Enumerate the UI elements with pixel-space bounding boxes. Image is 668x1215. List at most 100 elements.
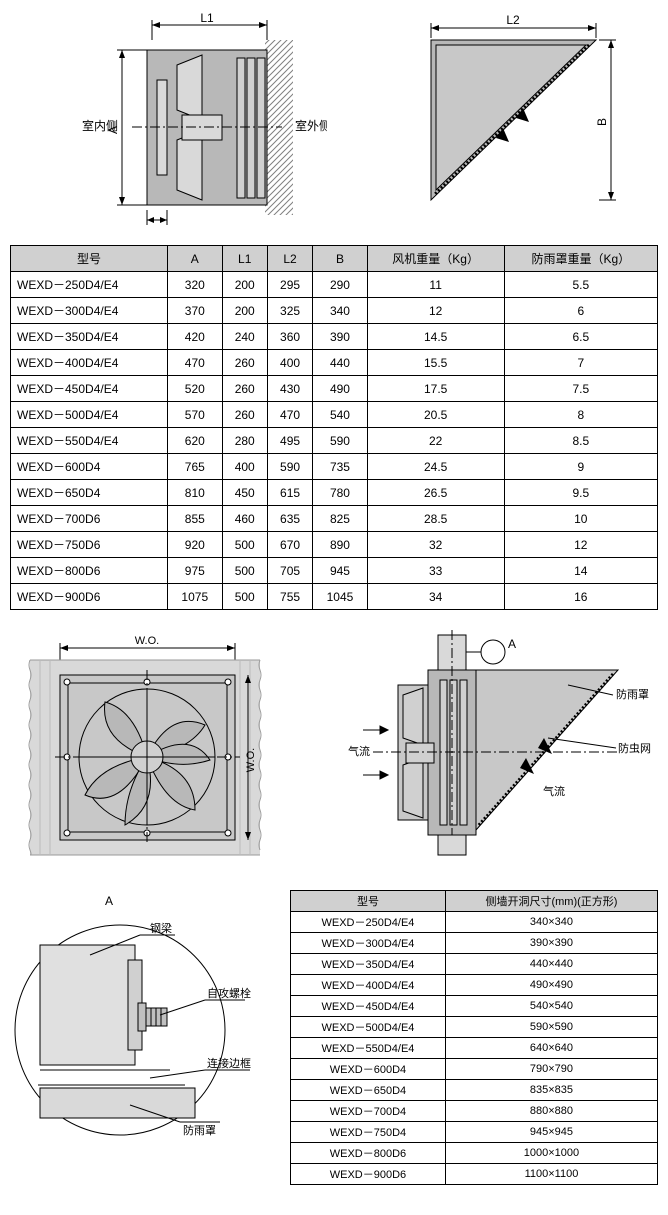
- t1-cell: 420: [168, 324, 223, 350]
- t2-cell: WEXD－700D4: [291, 1101, 446, 1122]
- t1-cell: 28.5: [367, 506, 504, 532]
- t1-cell: 32: [367, 532, 504, 558]
- t1-cell: WEXD－650D4: [11, 480, 168, 506]
- t1-cell: 500: [222, 584, 267, 610]
- t1-cell: 240: [222, 324, 267, 350]
- t1-header-cell: L1: [222, 246, 267, 272]
- t2-cell: 1000×1000: [445, 1143, 657, 1164]
- t1-cell: 200: [222, 272, 267, 298]
- t1-cell: 495: [267, 428, 312, 454]
- t1-cell: 390: [313, 324, 368, 350]
- t1-cell: 14.5: [367, 324, 504, 350]
- mid-diagrams: W.O.: [10, 630, 658, 870]
- t1-cell: 290: [313, 272, 368, 298]
- t1-cell: 590: [313, 428, 368, 454]
- t2-cell: 540×540: [445, 996, 657, 1017]
- t1-cell: WEXD－700D6: [11, 506, 168, 532]
- t2-row: WEXD－900D61100×1100: [291, 1164, 658, 1185]
- t1-cell: 26.5: [367, 480, 504, 506]
- t2-header-cell: 型号: [291, 891, 446, 912]
- t1-cell: 890: [313, 532, 368, 558]
- t1-cell: 24.5: [367, 454, 504, 480]
- t2-cell: WEXD－900D6: [291, 1164, 446, 1185]
- t2-cell: WEXD－500D4/E4: [291, 1017, 446, 1038]
- t1-cell: 855: [168, 506, 223, 532]
- t2-cell: 880×880: [445, 1101, 657, 1122]
- t2-cell: WEXD－400D4/E4: [291, 975, 446, 996]
- t2-cell: WEXD－600D4: [291, 1059, 446, 1080]
- t1-cell: 440: [313, 350, 368, 376]
- t1-cell: 735: [313, 454, 368, 480]
- t1-cell: 12: [367, 298, 504, 324]
- t1-cell: 260: [222, 402, 267, 428]
- label-selftap: 自攻螺栓: [207, 986, 251, 1000]
- t1-cell: 360: [267, 324, 312, 350]
- t1-cell: WEXD－900D6: [11, 584, 168, 610]
- t1-cell: 20.5: [367, 402, 504, 428]
- label-raincover: 防雨罩: [616, 687, 649, 701]
- t1-cell: 615: [267, 480, 312, 506]
- t1-cell: 490: [313, 376, 368, 402]
- t1-row: WEXD－750D69205006708903212: [11, 532, 658, 558]
- t2-row: WEXD－350D4/E4440×440: [291, 954, 658, 975]
- t1-cell: 12: [504, 532, 657, 558]
- t1-cell: 975: [168, 558, 223, 584]
- t2-cell: WEXD－550D4/E4: [291, 1038, 446, 1059]
- t1-row: WEXD－300D4/E4370200325340126: [11, 298, 658, 324]
- label-raincover2: 防雨罩: [183, 1123, 216, 1137]
- t1-cell: 11: [367, 272, 504, 298]
- label-indoor: 室内侧: [82, 118, 118, 133]
- t1-row: WEXD－500D4/E457026047054020.58: [11, 402, 658, 428]
- t1-cell: WEXD－450D4/E4: [11, 376, 168, 402]
- top-diagrams: L1 A 室内侧 室外侧: [10, 10, 658, 230]
- t1-cell: 620: [168, 428, 223, 454]
- t1-cell: 590: [267, 454, 312, 480]
- t1-cell: 1075: [168, 584, 223, 610]
- t1-cell: 5.5: [504, 272, 657, 298]
- t1-cell: WEXD－350D4/E4: [11, 324, 168, 350]
- t1-cell: 470: [168, 350, 223, 376]
- diagram-right: L2 B: [401, 10, 621, 210]
- t1-cell: 280: [222, 428, 267, 454]
- t2-cell: 945×945: [445, 1122, 657, 1143]
- t1-cell: 370: [168, 298, 223, 324]
- t2-cell: WEXD－250D4/E4: [291, 912, 446, 933]
- t1-cell: 500: [222, 532, 267, 558]
- t1-cell: 34: [367, 584, 504, 610]
- label-B: B: [595, 118, 609, 126]
- label-A3: A: [105, 894, 113, 908]
- t1-cell: 340: [313, 298, 368, 324]
- diagram-detail: A 钢梁 自攻螺栓 连接边框 防雨罩: [10, 890, 270, 1150]
- t1-header-cell: 防雨罩重量（Kg）: [504, 246, 657, 272]
- t1-cell: 260: [222, 376, 267, 402]
- t1-cell: 8.5: [504, 428, 657, 454]
- t1-row: WEXD－250D4/E4320200295290115.5: [11, 272, 658, 298]
- t2-cell: WEXD－750D4: [291, 1122, 446, 1143]
- t1-cell: 260: [222, 350, 267, 376]
- t1-cell: 295: [267, 272, 312, 298]
- t2-cell: WEXD－800D6: [291, 1143, 446, 1164]
- t1-cell: 400: [222, 454, 267, 480]
- t2-cell: WEXD－450D4/E4: [291, 996, 446, 1017]
- t2-cell: 835×835: [445, 1080, 657, 1101]
- t1-cell: 7: [504, 350, 657, 376]
- spec-table-2: 型号侧墙开洞尺寸(mm)(正方形) WEXD－250D4/E4340×340 WE…: [290, 890, 658, 1185]
- t2-row: WEXD－550D4/E4640×640: [291, 1038, 658, 1059]
- t1-cell: 570: [168, 402, 223, 428]
- label-WO-top: W.O.: [135, 635, 159, 647]
- t2-cell: 340×340: [445, 912, 657, 933]
- t1-cell: WEXD－500D4/E4: [11, 402, 168, 428]
- t1-cell: 9.5: [504, 480, 657, 506]
- t1-cell: WEXD－750D6: [11, 532, 168, 558]
- label-A2: A: [508, 637, 516, 651]
- spec-table-1: 型号AL1L2B风机重量（Kg）防雨罩重量（Kg） WEXD－250D4/E43…: [10, 245, 658, 610]
- t2-row: WEXD－450D4/E4540×540: [291, 996, 658, 1017]
- t1-cell: WEXD－550D4/E4: [11, 428, 168, 454]
- t1-cell: 470: [267, 402, 312, 428]
- t2-cell: 590×590: [445, 1017, 657, 1038]
- t2-header-cell: 侧墙开洞尺寸(mm)(正方形): [445, 891, 657, 912]
- t1-cell: 520: [168, 376, 223, 402]
- t2-cell: 1100×1100: [445, 1164, 657, 1185]
- t1-cell: 15.5: [367, 350, 504, 376]
- t1-cell: 320: [168, 272, 223, 298]
